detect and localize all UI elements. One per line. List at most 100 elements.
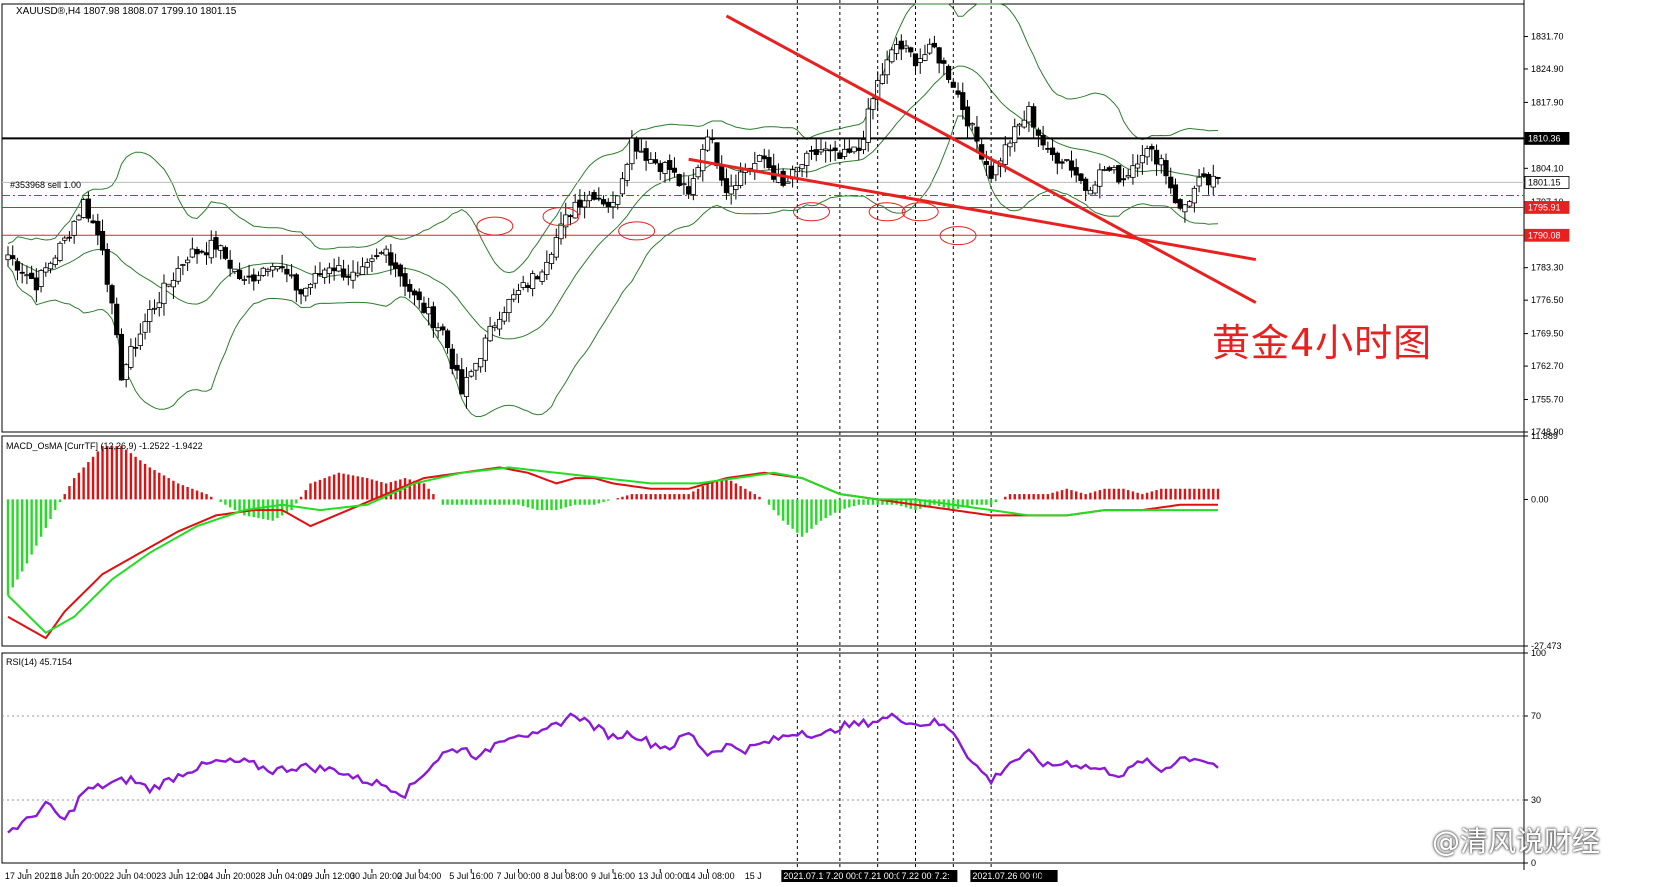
- price-tick-label: 1831.70: [1531, 31, 1564, 41]
- rsi-tick-label: 100: [1531, 648, 1546, 658]
- candle-body: [780, 170, 786, 186]
- time-tick-label: 7.2:: [935, 871, 950, 881]
- candle-body: [964, 106, 971, 127]
- candle-body: [1040, 134, 1046, 146]
- rsi-line: [7, 712, 1219, 834]
- symbol-header: XAUUSD®,H4 1807.98 1808.07 1799.10 1801.…: [16, 6, 237, 17]
- time-tick-label: 2021.07.26 00:00: [972, 871, 1042, 881]
- candle-body: [336, 264, 342, 272]
- candle-body: [629, 137, 635, 165]
- rsi-tick-label: 30: [1531, 795, 1541, 805]
- candle-body: [738, 171, 744, 186]
- rsi-tick-label: 0: [1531, 858, 1536, 868]
- time-tick-label: 7.21 00:00: [864, 871, 907, 881]
- time-tick-label: 30 Jun 20:00: [350, 871, 402, 881]
- candle-body: [1054, 152, 1060, 164]
- chart-annotation: 黄金4小时图: [1212, 321, 1433, 365]
- candle-body: [1191, 187, 1197, 204]
- time-label-highlight: [970, 870, 1058, 882]
- candle-body: [553, 237, 559, 258]
- candle-body: [109, 285, 115, 304]
- macd-panel[interactable]: [6, 446, 1220, 640]
- candle-body: [1101, 169, 1108, 171]
- candle-body: [345, 275, 351, 278]
- candle-body: [624, 164, 630, 181]
- rsi-panel[interactable]: [2, 712, 1524, 834]
- candle-body: [761, 155, 767, 160]
- candle-body: [114, 303, 120, 336]
- candle-body: [237, 269, 243, 279]
- candle-body: [151, 307, 158, 310]
- watermark: @清风说财经: [1432, 825, 1601, 858]
- candle-body: [293, 274, 299, 291]
- candle-body: [71, 220, 77, 236]
- candle-body: [161, 282, 167, 305]
- candle-body: [147, 309, 153, 322]
- support-ellipse: [939, 226, 977, 246]
- time-tick-label: 17 Jun 2021: [5, 871, 55, 881]
- candle-body: [378, 252, 384, 255]
- candle-body: [10, 255, 16, 260]
- candle-body: [1068, 160, 1075, 171]
- price-axis: 1831.701824.901817.901804.101797.101783.…: [1524, 31, 1570, 868]
- candle-body: [719, 165, 725, 181]
- candle-body: [29, 272, 35, 279]
- candle-body: [492, 325, 498, 328]
- candle-body: [397, 264, 403, 277]
- candle-body: [1012, 126, 1018, 144]
- candle-body: [14, 261, 21, 271]
- support-ellipse: [618, 221, 656, 241]
- bb-middle-line: [7, 65, 1218, 340]
- candle-body: [463, 377, 470, 397]
- price-tick-label: 1817.90: [1531, 97, 1564, 107]
- price-tick-label: 1755.70: [1531, 395, 1564, 405]
- candle-body: [350, 271, 356, 281]
- candle-body: [104, 248, 110, 285]
- candle-body: [303, 287, 309, 297]
- candle-body: [596, 197, 602, 200]
- candle-body: [686, 186, 692, 195]
- candle-body: [511, 294, 517, 300]
- candle-body: [326, 267, 333, 275]
- candle-body: [33, 277, 39, 291]
- candle-body: [657, 163, 663, 172]
- candle-body: [47, 262, 54, 270]
- candle-body: [317, 273, 323, 276]
- candle-body: [444, 330, 451, 349]
- candle-body: [468, 371, 474, 377]
- candle-body: [487, 325, 493, 342]
- candle-body: [1182, 204, 1188, 213]
- candle-body: [1196, 176, 1202, 187]
- price-label-box: [1524, 132, 1570, 145]
- candle-body: [643, 148, 649, 161]
- candle-body: [993, 162, 999, 176]
- candle-body: [227, 259, 233, 269]
- candle-body: [5, 254, 11, 261]
- candle-body: [600, 199, 607, 205]
- time-tick-label: 9 Jul 16:00: [591, 871, 635, 881]
- candle-body: [189, 248, 195, 258]
- candle-body: [799, 164, 805, 170]
- price-tick-label: 1776.50: [1531, 295, 1564, 305]
- candle-body: [260, 267, 266, 276]
- candle-body: [714, 142, 720, 167]
- candle-body: [496, 318, 503, 330]
- candle-body: [728, 185, 734, 195]
- candle-body: [1092, 184, 1098, 194]
- candle-body: [1035, 129, 1041, 136]
- candle-body: [818, 149, 824, 153]
- candle-body: [515, 290, 522, 295]
- candle-body: [610, 202, 616, 208]
- candle-body: [548, 253, 555, 264]
- candle-body: [99, 230, 106, 251]
- candle-body: [808, 149, 815, 152]
- candle-body: [478, 358, 484, 368]
- price-tick-label: 1762.70: [1531, 361, 1564, 371]
- candle-body: [974, 126, 980, 142]
- candle-body: [1130, 165, 1136, 178]
- candle-body: [90, 220, 96, 224]
- price-panel[interactable]: [2, 0, 1524, 870]
- candle-body: [218, 245, 224, 251]
